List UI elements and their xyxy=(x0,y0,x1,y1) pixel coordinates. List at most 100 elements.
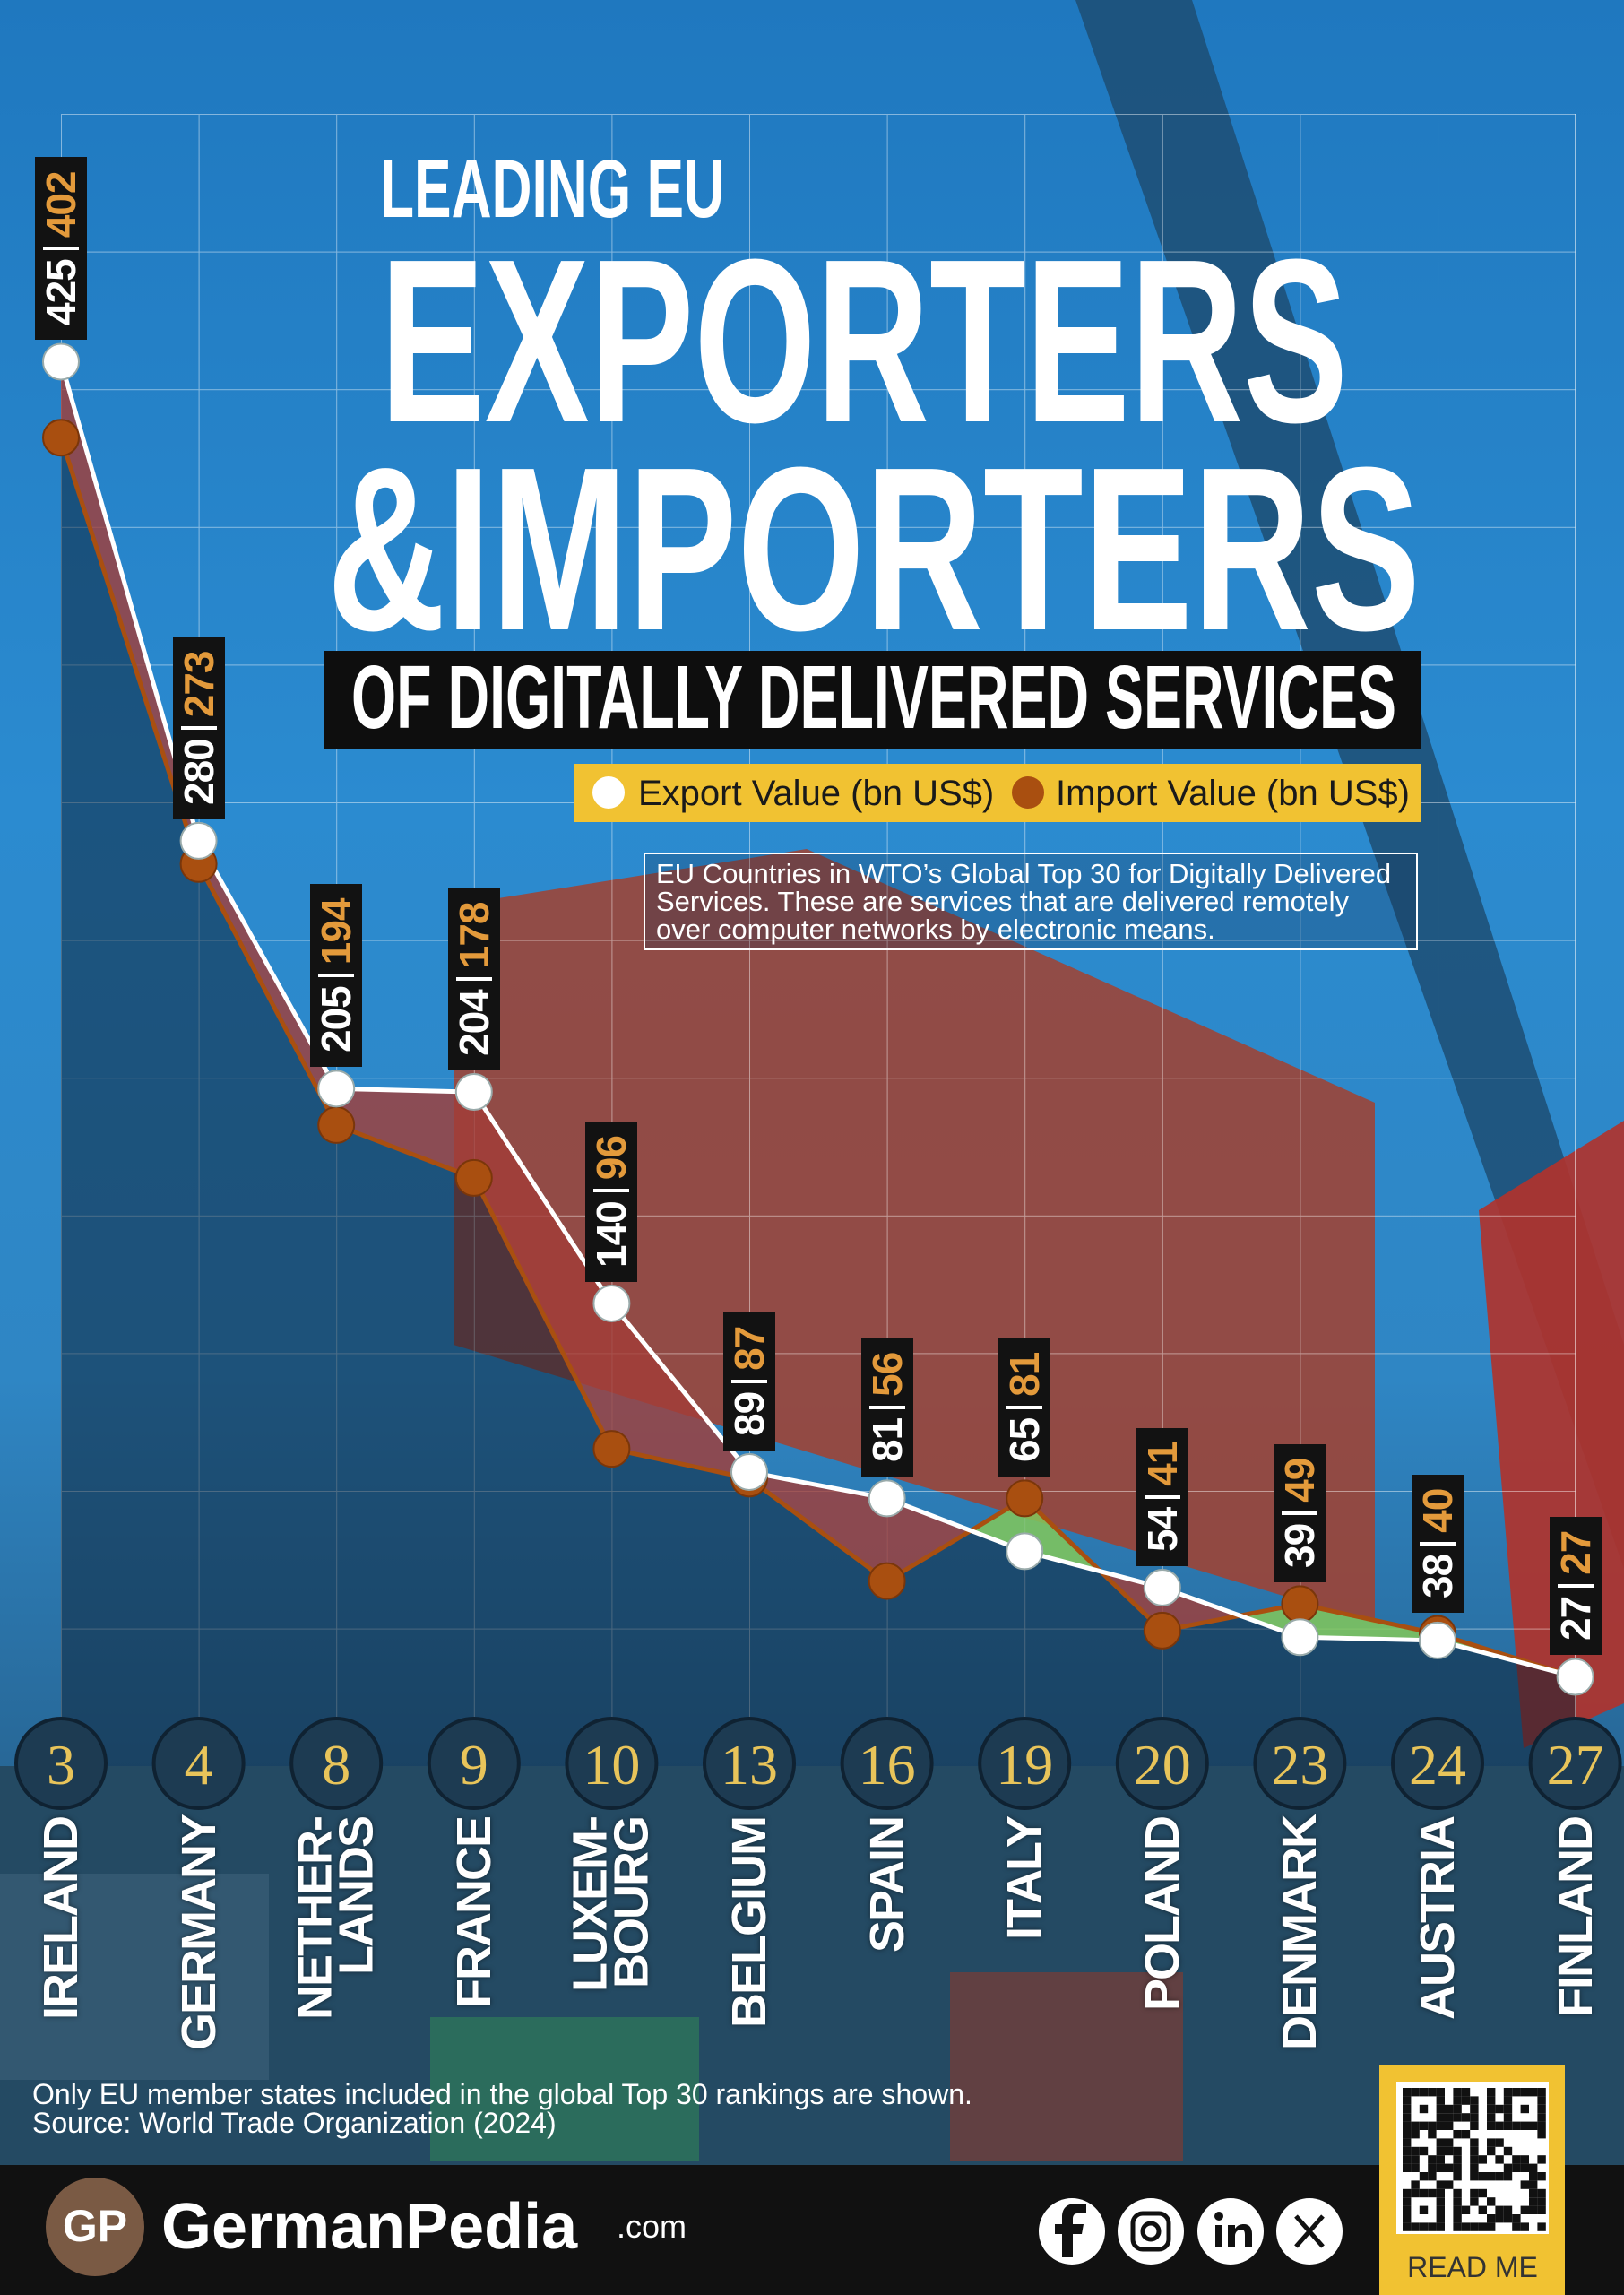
value-label: 280 xyxy=(175,739,222,805)
qr-module xyxy=(1520,2104,1529,2114)
qr-module xyxy=(1403,2146,1412,2156)
value-label-box: 425 402 xyxy=(35,157,87,341)
value-label-box: 140 96 xyxy=(585,1122,638,1282)
qr-module xyxy=(1529,2188,1538,2198)
qr-module xyxy=(1478,2222,1487,2231)
legend-label: Import Value (bn US$) xyxy=(1056,774,1410,813)
qr-module xyxy=(1537,2155,1546,2164)
data-point xyxy=(730,1452,768,1491)
rank-label: 27 xyxy=(1547,1733,1604,1797)
qr-module xyxy=(1436,2096,1445,2105)
qr-module xyxy=(1529,2180,1538,2189)
value-label: 140 xyxy=(588,1201,635,1268)
qr-label: READ ME xyxy=(1407,2251,1538,2283)
qr-module xyxy=(1445,2121,1454,2130)
qr-module xyxy=(1503,2088,1513,2097)
qr-module xyxy=(1470,2138,1479,2147)
social-x[interactable] xyxy=(1276,2198,1343,2265)
data-point xyxy=(1556,1658,1594,1696)
qr-module xyxy=(1461,2205,1471,2214)
qr-module xyxy=(1428,2172,1437,2181)
qr-module xyxy=(1529,2121,1538,2130)
x-tick-label: FRANCE xyxy=(446,1817,501,2008)
data-point xyxy=(1143,1611,1181,1650)
qr-module xyxy=(1520,2121,1529,2130)
qr-module xyxy=(1445,2146,1454,2156)
rank-badge xyxy=(1528,1717,1622,1810)
data-point xyxy=(1419,1621,1456,1659)
value-label: 81 xyxy=(1001,1353,1049,1398)
qr-module xyxy=(1537,2205,1546,2214)
qr-module xyxy=(1495,2121,1504,2130)
qr-module xyxy=(1470,2197,1479,2206)
qr-module xyxy=(1487,2104,1496,2114)
qr-module xyxy=(1529,2163,1538,2172)
qr-module xyxy=(1411,2222,1420,2231)
value-label: 178 xyxy=(450,902,497,969)
qr-module xyxy=(1445,2163,1454,2172)
qr-module xyxy=(1470,2155,1479,2164)
qr-module xyxy=(1411,2155,1420,2164)
data-point xyxy=(1006,1479,1044,1518)
rank-label: 23 xyxy=(1271,1733,1328,1797)
qr-module xyxy=(1537,2113,1546,2122)
value-label: 204 xyxy=(450,990,497,1057)
qr-module xyxy=(1411,2121,1420,2130)
data-point xyxy=(868,1562,906,1600)
x-tick-label: DENMARK xyxy=(1273,1815,1327,2050)
data-point xyxy=(317,1070,356,1108)
rank-label: 9 xyxy=(460,1733,488,1797)
qr-module xyxy=(1403,2113,1412,2122)
qr-module xyxy=(1461,2222,1471,2231)
qr-module xyxy=(1453,2096,1462,2105)
qr-module xyxy=(1487,2146,1496,2156)
plot xyxy=(42,342,1594,1767)
legend-swatch xyxy=(592,776,625,809)
qr-module xyxy=(1445,2138,1454,2147)
qr-module xyxy=(1503,2096,1513,2105)
data-point xyxy=(1006,1532,1044,1571)
label-separator xyxy=(318,974,355,978)
qr-module xyxy=(1436,2146,1445,2156)
logo: GP xyxy=(63,2201,127,2251)
qr-module xyxy=(1428,2088,1437,2097)
rank-badge xyxy=(289,1717,384,1810)
qr-module xyxy=(1487,2138,1496,2147)
qr-module xyxy=(1419,2146,1429,2156)
qr-module xyxy=(1495,2214,1504,2223)
rank-label: 16 xyxy=(859,1733,916,1797)
qr-module xyxy=(1411,2146,1420,2156)
social-facebook[interactable] xyxy=(1039,2198,1105,2265)
value-label-box: 280 273 xyxy=(172,637,225,819)
qr-module xyxy=(1537,2121,1546,2130)
qr-module xyxy=(1503,2113,1513,2122)
qr-module xyxy=(1520,2163,1529,2172)
qr-module xyxy=(1403,2197,1412,2206)
social-linkedin[interactable] xyxy=(1197,2198,1264,2265)
rank-badge xyxy=(565,1717,659,1810)
qr-module xyxy=(1537,2130,1546,2139)
qr-module xyxy=(1428,2188,1437,2198)
qr-module xyxy=(1453,2155,1462,2164)
social-instagram[interactable] xyxy=(1118,2198,1184,2265)
logo-badge xyxy=(46,2178,144,2276)
rank-label: 10 xyxy=(583,1733,640,1797)
qr-module xyxy=(1436,2188,1445,2198)
qr-module xyxy=(1453,2197,1462,2206)
x-tick-label: BELGIUM xyxy=(721,1817,776,2028)
qr-module xyxy=(1478,2172,1487,2181)
qr-module xyxy=(1445,2104,1454,2114)
data-point xyxy=(1281,1618,1319,1657)
qr-module xyxy=(1461,2096,1471,2105)
qr-module xyxy=(1478,2188,1487,2198)
legend-swatch xyxy=(1012,776,1044,809)
qr-module xyxy=(1403,2214,1412,2223)
qr-module xyxy=(1470,2121,1479,2130)
qr-module xyxy=(1495,2138,1504,2147)
label-separator xyxy=(455,977,492,982)
label-separator xyxy=(593,1189,630,1193)
value-label: 38 xyxy=(1414,1554,1461,1598)
qr-module xyxy=(1537,2088,1546,2097)
x-tick-label: POLAND xyxy=(1135,1817,1189,2011)
